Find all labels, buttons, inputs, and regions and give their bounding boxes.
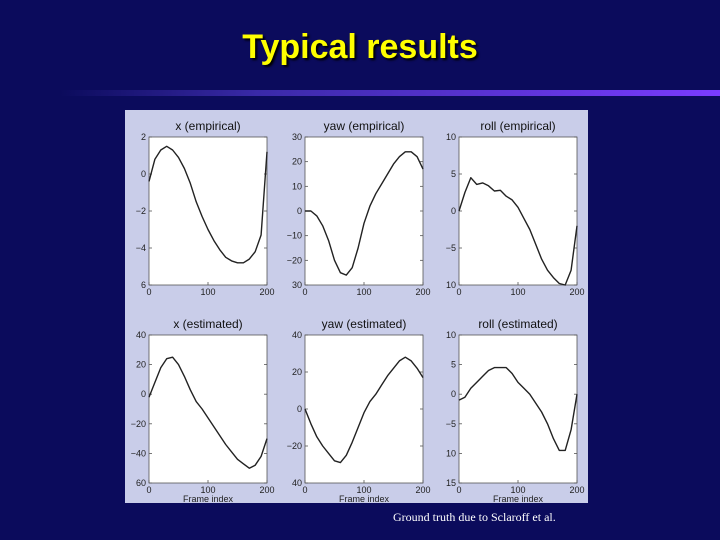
y-tick-label: −5 — [446, 419, 456, 429]
subplot-title: x (empirical) — [175, 119, 240, 133]
x-tick-label: 100 — [200, 287, 215, 297]
series-line — [304, 356, 424, 464]
subplot-title: yaw (estimated) — [322, 317, 407, 331]
y-tick-label: 0 — [297, 404, 302, 414]
y-tick-label: 10 — [446, 132, 456, 142]
x-tick-label: 0 — [146, 485, 151, 495]
y-tick-label: −20 — [131, 419, 146, 429]
x-tick-label: 200 — [415, 287, 430, 297]
y-tick-label: −5 — [446, 243, 456, 253]
y-tick-label: −40 — [131, 448, 146, 458]
y-tick-label: 10 — [446, 448, 456, 458]
subplot-title: roll (estimated) — [478, 317, 557, 331]
x-tick-label: 100 — [356, 287, 371, 297]
x-tick-label: 100 — [356, 485, 371, 495]
series-line — [458, 176, 578, 286]
x-tick-label: 200 — [259, 485, 274, 495]
x-tick-label: 200 — [569, 287, 584, 297]
y-tick-label: 30 — [292, 280, 302, 290]
y-tick-label: −20 — [287, 441, 302, 451]
x-tick-label: 200 — [259, 287, 274, 297]
y-tick-label: 5 — [451, 360, 456, 370]
x-tick-label: 100 — [510, 485, 525, 495]
plot-area — [458, 334, 578, 484]
subplot-1: x (empirical)20−2−460 100 200 — [136, 119, 275, 297]
plot-area — [304, 334, 424, 484]
y-tick-label: −2 — [136, 206, 146, 216]
x-axis-label: Frame index — [493, 494, 544, 503]
title-divider — [60, 90, 720, 96]
series-line — [458, 366, 578, 452]
y-tick-label: 0 — [297, 206, 302, 216]
x-tick-label: 0 — [302, 485, 307, 495]
y-tick-label: −4 — [136, 243, 146, 253]
x-tick-label: 200 — [569, 485, 584, 495]
x-tick-label: 0 — [302, 287, 307, 297]
plot-area — [458, 136, 578, 286]
y-tick-label: 5 — [451, 169, 456, 179]
y-tick-label: 60 — [136, 478, 146, 488]
series-line — [305, 151, 424, 276]
slide-title: Typical results — [242, 28, 478, 66]
x-axis-label: Frame index — [183, 494, 234, 503]
x-tick-label: 0 — [456, 485, 461, 495]
x-tick-label: 100 — [200, 485, 215, 495]
x-axis-label: Frame index — [339, 494, 390, 503]
series-line — [148, 145, 268, 264]
y-tick-label: 20 — [292, 367, 302, 377]
y-tick-label: 10 — [446, 280, 456, 290]
x-tick-label: 100 — [510, 287, 525, 297]
x-tick-label: 200 — [415, 485, 430, 495]
series-line — [148, 356, 268, 469]
x-tick-label: 0 — [456, 287, 461, 297]
y-tick-label: 0 — [141, 169, 146, 179]
y-tick-label: 0 — [141, 389, 146, 399]
y-tick-label: 10 — [446, 330, 456, 340]
y-tick-label: 30 — [292, 132, 302, 142]
y-tick-label: 40 — [292, 478, 302, 488]
y-tick-label: 40 — [292, 330, 302, 340]
y-tick-label: 0 — [451, 389, 456, 399]
y-tick-label: 2 — [141, 132, 146, 142]
figure-panel: x (empirical) 2 0 −2 −4 6 0 100 200 yaw (empirica… — [125, 110, 588, 503]
x-tick-label: 0 — [146, 287, 151, 297]
y-tick-label: 0 — [451, 206, 456, 216]
y-tick-label: −10 — [287, 231, 302, 241]
subplot-title: roll (empirical) — [480, 119, 555, 133]
y-tick-label: 20 — [292, 157, 302, 167]
y-tick-label: 40 — [136, 330, 146, 340]
plot-area — [304, 136, 424, 286]
plot-area — [148, 136, 268, 286]
subplot-title: yaw (empirical) — [324, 119, 405, 133]
y-tick-label: 15 — [446, 478, 456, 488]
y-tick-label: −20 — [287, 255, 302, 265]
y-tick-label: 10 — [292, 181, 302, 191]
subplot-title: x (estimated) — [173, 317, 242, 331]
y-tick-label: 20 — [136, 360, 146, 370]
caption: Ground truth due to Sclaroff et al. — [393, 510, 556, 524]
plot-area — [148, 334, 268, 484]
y-tick-label: 6 — [141, 280, 146, 290]
